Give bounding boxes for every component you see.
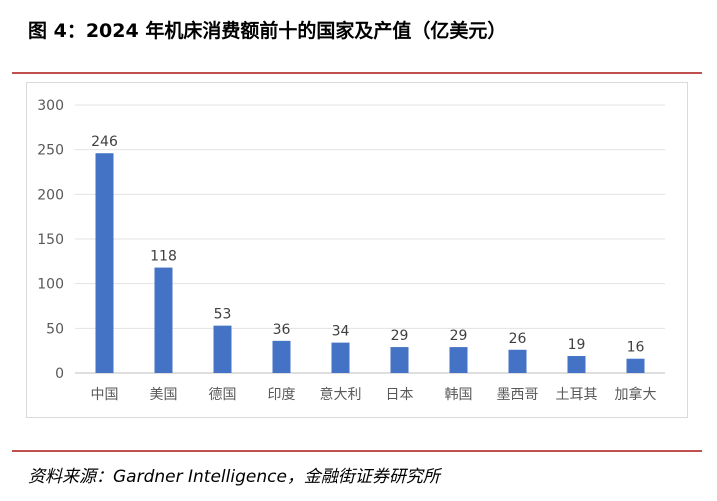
y-axis-ticks: 0 50 100 150 200 250 300 bbox=[37, 98, 64, 382]
data-label: 118 bbox=[150, 249, 177, 265]
gridlines bbox=[75, 104, 665, 374]
data-label: 246 bbox=[91, 134, 118, 150]
x-tick-label: 日本 bbox=[386, 387, 414, 403]
data-labels: 246 118 53 36 34 29 29 26 19 16 bbox=[91, 134, 644, 355]
bar bbox=[626, 358, 645, 373]
source-note: 资料来源：Gardner Intelligence，金融街证券研究所 bbox=[28, 467, 440, 487]
y-tick-label: 300 bbox=[37, 98, 64, 114]
bars bbox=[95, 153, 645, 373]
bar bbox=[390, 347, 409, 373]
bar bbox=[213, 325, 232, 373]
bar bbox=[567, 356, 586, 373]
x-tick-label: 美国 bbox=[150, 387, 178, 403]
data-label: 16 bbox=[627, 340, 645, 356]
bar bbox=[95, 153, 114, 373]
y-tick-label: 0 bbox=[55, 366, 64, 382]
data-label: 19 bbox=[568, 337, 586, 353]
bar bbox=[508, 349, 527, 373]
y-tick-label: 100 bbox=[37, 277, 64, 293]
x-tick-label: 韩国 bbox=[445, 387, 473, 403]
data-label: 36 bbox=[273, 322, 291, 338]
bar bbox=[272, 340, 291, 373]
x-tick-label: 加拿大 bbox=[615, 386, 657, 403]
data-label: 29 bbox=[391, 328, 409, 344]
data-label: 29 bbox=[450, 328, 468, 344]
y-tick-label: 150 bbox=[37, 232, 64, 248]
x-tick-label: 土耳其 bbox=[556, 387, 598, 403]
page-title: 图 4：2024 年机床消费额前十的国家及产值（亿美元） bbox=[28, 20, 507, 42]
y-tick-label: 250 bbox=[37, 143, 64, 159]
data-label: 53 bbox=[214, 307, 232, 323]
x-tick-label: 德国 bbox=[209, 387, 237, 403]
data-label: 26 bbox=[509, 331, 527, 347]
y-tick-label: 200 bbox=[37, 187, 64, 203]
x-tick-label: 墨西哥 bbox=[497, 387, 539, 403]
bar bbox=[154, 267, 173, 373]
data-label: 34 bbox=[332, 324, 350, 340]
bar bbox=[449, 347, 468, 373]
x-tick-label: 意大利 bbox=[320, 386, 362, 403]
x-axis-ticks: 中国 美国 德国 印度 意大利 日本 韩国 墨西哥 土耳其 加拿大 bbox=[91, 386, 657, 403]
x-tick-label: 中国 bbox=[91, 387, 119, 403]
y-tick-label: 50 bbox=[46, 321, 64, 337]
top-divider bbox=[12, 72, 702, 74]
bar bbox=[331, 342, 350, 373]
bottom-divider bbox=[12, 450, 702, 452]
x-tick-label: 印度 bbox=[268, 387, 296, 403]
